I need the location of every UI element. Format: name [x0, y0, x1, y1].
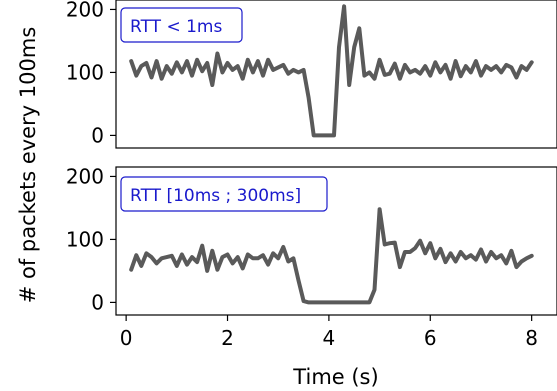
- y-tick-label: 200: [66, 0, 104, 21]
- bottom-panel-legend: RTT [10ms ; 300ms]: [120, 176, 328, 212]
- bottom-panel: 0 100 200 0 2 4 6 8 RTT [10ms ; 300ms]: [66, 164, 557, 350]
- x-tick-label: 4: [323, 326, 336, 350]
- top-panel-series-line: [129, 4, 534, 138]
- x-tick-label: 0: [120, 326, 133, 350]
- y-axis-title: # of packets every 100ms: [16, 27, 40, 304]
- y-tick-label: 100: [66, 60, 104, 84]
- bottom-panel-frame: [115, 166, 557, 316]
- x-axis-title: Time (s): [292, 365, 378, 389]
- x-tick-label: 8: [525, 326, 538, 350]
- top-panel-y-ticks: 0 100 200: [66, 0, 116, 147]
- bottom-panel-series-line: [129, 207, 534, 305]
- top-panel-legend-box: [120, 7, 243, 43]
- bottom-panel-legend-label: RTT [10ms ; 300ms]: [130, 186, 301, 206]
- top-panel-legend-label: RTT < 1ms: [130, 17, 222, 37]
- y-tick-label: 0: [91, 290, 104, 314]
- top-panel-legend: RTT < 1ms: [120, 7, 243, 43]
- top-panel: 0 100 200 RTT < 1ms: [66, 0, 557, 149]
- y-tick-label: 200: [66, 164, 104, 188]
- bottom-panel-legend-box: [120, 176, 328, 212]
- x-tick-label: 2: [221, 326, 234, 350]
- y-tick-label: 100: [66, 227, 104, 251]
- y-tick-label: 0: [91, 123, 104, 147]
- bottom-panel-x-ticks: 0 2 4 6 8: [120, 315, 538, 350]
- x-tick-label: 6: [424, 326, 437, 350]
- top-panel-frame: [115, 0, 557, 149]
- bottom-panel-y-ticks: 0 100 200: [66, 164, 116, 314]
